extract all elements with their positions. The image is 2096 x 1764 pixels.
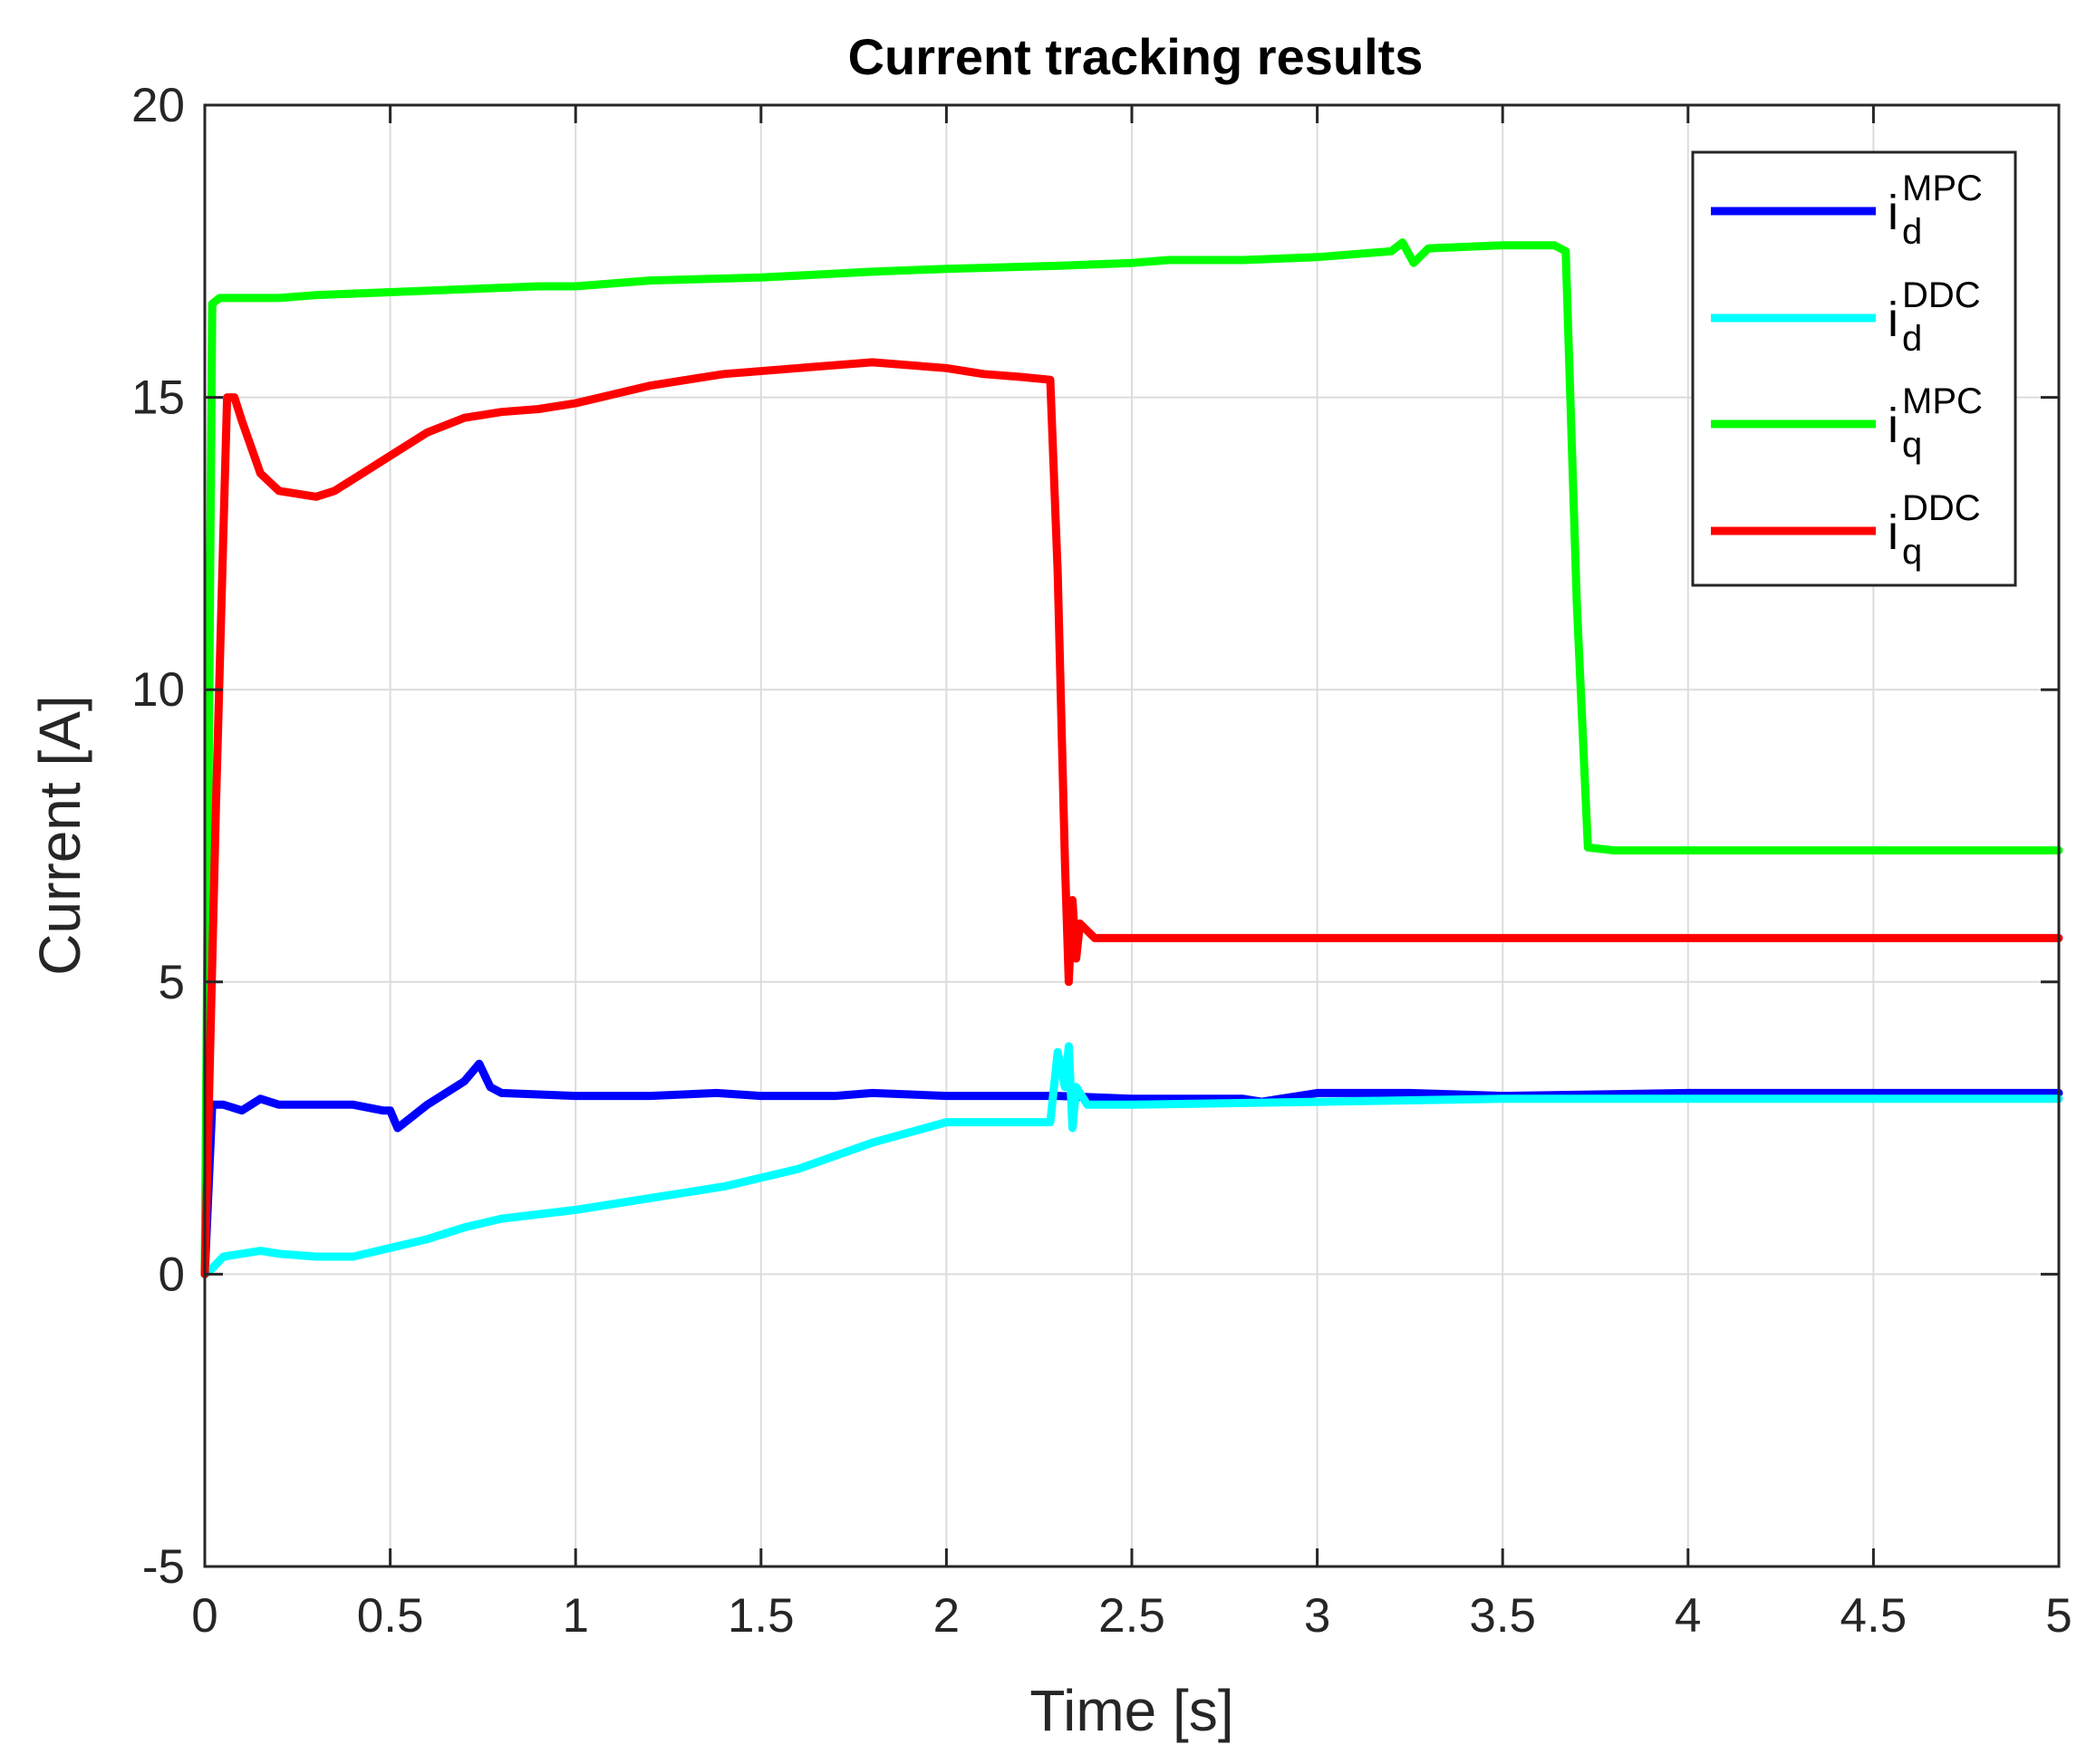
legend-label-subscript: q [1902, 532, 1922, 572]
x-tick-label: 2 [933, 1589, 960, 1643]
chart-title: Current tracking results [848, 28, 1424, 85]
series-line-q-mpc [200, 238, 2063, 1278]
series-line-q-ddc [200, 358, 2063, 1278]
legend-box [1691, 150, 2017, 587]
x-tick-label: 1.5 [728, 1589, 795, 1643]
legend-label-subscript: q [1902, 425, 1922, 465]
y-tick-label: 10 [131, 663, 185, 717]
y-axis-label: Current [A] [27, 695, 92, 975]
x-tick-label: 3 [1304, 1589, 1330, 1643]
x-axis-label: Time [s] [1029, 1678, 1233, 1743]
legend-label-superscript: MPC [1902, 169, 1983, 208]
series-layer [200, 238, 2063, 1278]
legend-label-superscript: MPC [1902, 381, 1983, 421]
legend-label-superscript: DDC [1902, 488, 1981, 528]
x-tick-label: 0 [191, 1589, 217, 1643]
legend-label-base: i [1888, 506, 1898, 560]
series-line-d-ddc [200, 1042, 2063, 1278]
y-tick-label: -5 [142, 1540, 185, 1594]
x-tick-label: 0.5 [357, 1589, 424, 1643]
legend-label-subscript: d [1902, 319, 1922, 359]
legend-label-base: i [1888, 399, 1898, 453]
legend-label-superscript: DDC [1902, 275, 1981, 315]
series-line-d-mpc [200, 1059, 2063, 1278]
y-tick-label: 15 [131, 371, 185, 425]
x-tick-label: 4 [1675, 1589, 1701, 1643]
y-tick-label: 5 [159, 956, 185, 1009]
x-tick-label: 1 [562, 1589, 588, 1643]
y-tick-label: 20 [131, 79, 185, 132]
x-tick-label: 4.5 [1840, 1589, 1908, 1643]
y-tick-label: 0 [159, 1248, 185, 1301]
x-tick-label: 5 [2045, 1589, 2072, 1643]
x-tick-label: 2.5 [1098, 1589, 1165, 1643]
legend-label-base: i [1888, 293, 1898, 347]
legend-label-subscript: d [1902, 212, 1922, 252]
legend-label-base: i [1888, 186, 1898, 240]
x-tick-label: 3.5 [1469, 1589, 1536, 1643]
